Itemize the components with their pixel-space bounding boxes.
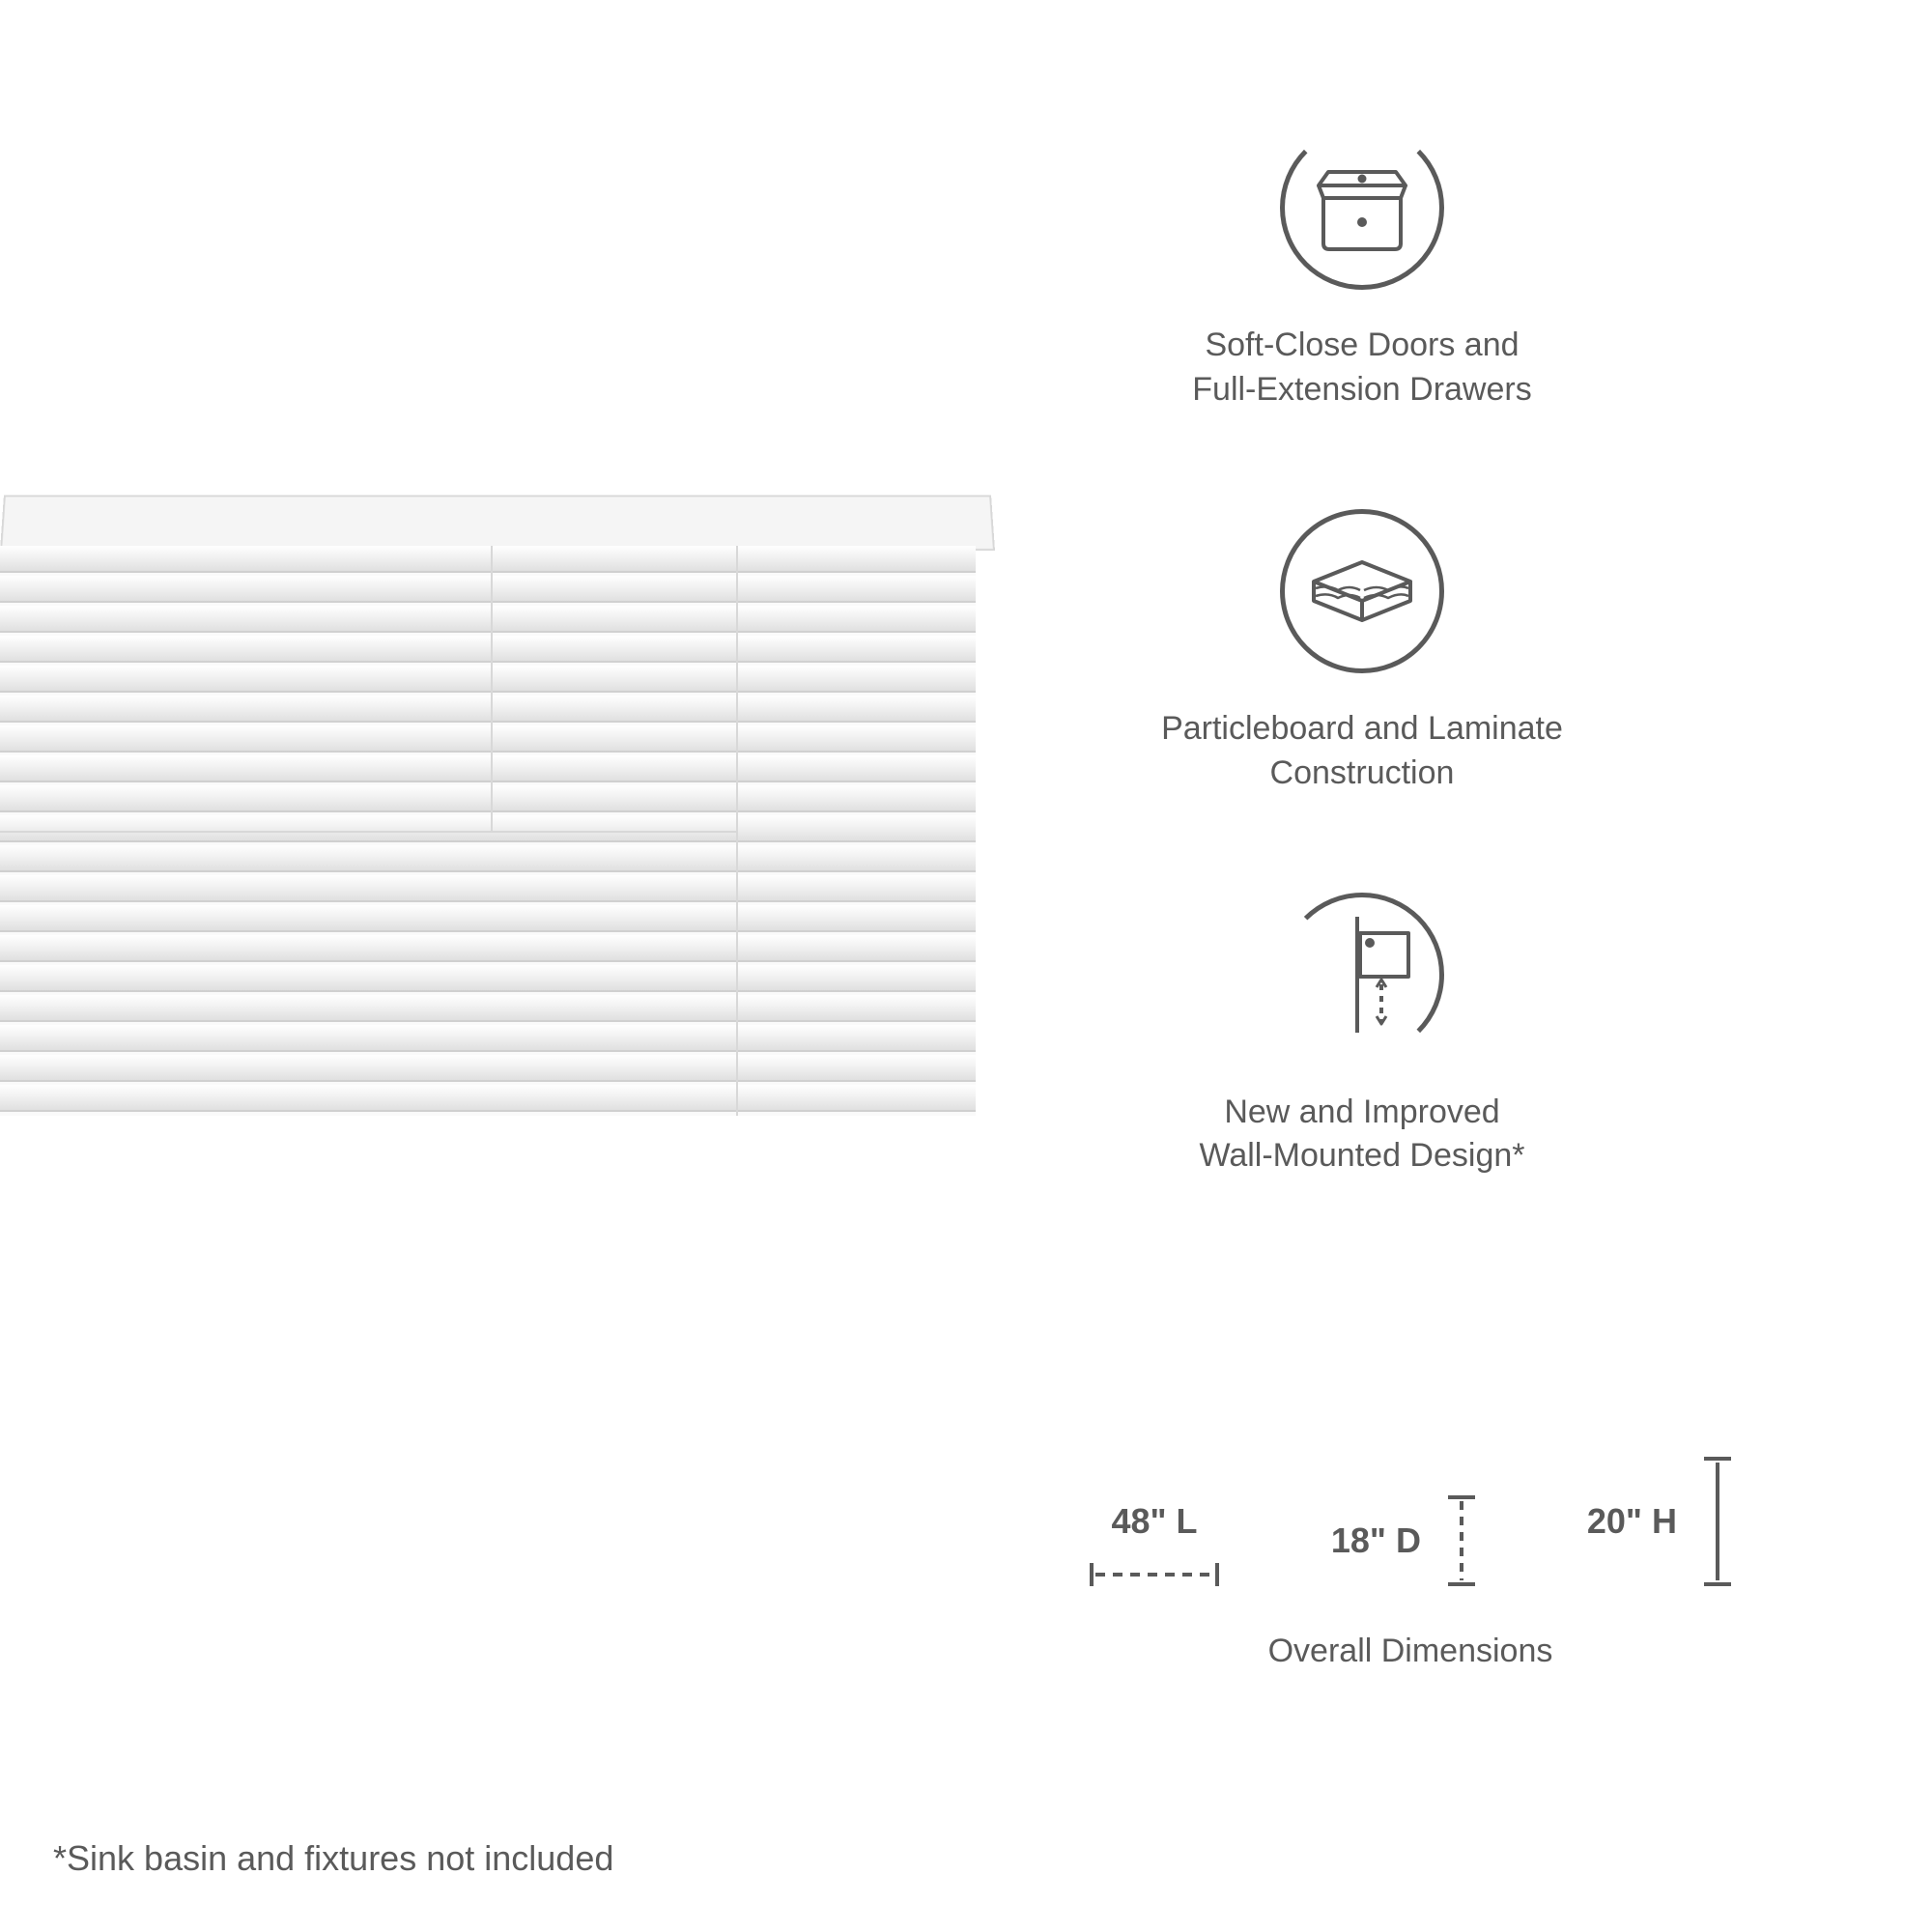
vanity-top: [0, 495, 995, 551]
vanity-slat: [0, 725, 976, 753]
material-icon: [1280, 509, 1444, 673]
vanity-slat: [0, 995, 976, 1022]
vanity-slat: [0, 785, 976, 812]
dimension-value: 20" H: [1587, 1501, 1677, 1542]
feature-text-line: Particleboard and Laminate: [1161, 710, 1563, 747]
vanity-slat: [0, 1055, 976, 1082]
dimensions-caption: Overall Dimensions: [1082, 1633, 1739, 1670]
dimension-height: 20" H: [1587, 1449, 1739, 1594]
feature-label: Particleboard and Laminate Construction: [1161, 707, 1563, 796]
vanity-divider: [0, 831, 736, 833]
dimension-value: 18" D: [1331, 1520, 1421, 1561]
vanity-slat: [0, 905, 976, 932]
feature-item: Soft-Close Doors and Full-Extension Draw…: [1092, 126, 1633, 412]
feature-list: Soft-Close Doors and Full-Extension Draw…: [1092, 126, 1633, 1275]
vanity-slat: [0, 546, 976, 573]
dimensions-row: 48" L 18" D 20" H: [1082, 1449, 1739, 1594]
vanity-slat: [0, 875, 976, 902]
vanity-slat: [0, 1085, 976, 1112]
product-image: [0, 493, 995, 1121]
vanity-divider: [736, 546, 738, 1116]
vanity-slat: [0, 755, 976, 782]
height-indicator-icon: [1696, 1449, 1739, 1594]
feature-text-line: Wall-Mounted Design*: [1200, 1137, 1525, 1174]
feature-text-line: Construction: [1270, 754, 1455, 791]
feature-label: New and Improved Wall-Mounted Design*: [1200, 1091, 1525, 1179]
vanity-divider: [491, 546, 493, 831]
vanity-slat: [0, 576, 976, 603]
feature-item: Particleboard and Laminate Construction: [1092, 509, 1633, 796]
vanity-slat: [0, 696, 976, 723]
length-indicator-icon: [1082, 1555, 1227, 1594]
dimension-value: 48" L: [1111, 1501, 1197, 1542]
depth-indicator-icon: [1440, 1488, 1483, 1594]
wallmount-icon: [1280, 893, 1444, 1057]
vanity-slat: [0, 815, 976, 842]
feature-text-line: New and Improved: [1224, 1094, 1499, 1130]
vanity-slat: [0, 965, 976, 992]
feature-item: New and Improved Wall-Mounted Design*: [1092, 893, 1633, 1179]
footnote: *Sink basin and fixtures not included: [53, 1838, 613, 1879]
drawer-icon: [1280, 126, 1444, 290]
vanity-slat: [0, 606, 976, 633]
feature-text-line: Full-Extension Drawers: [1192, 371, 1531, 408]
vanity-slat: [0, 935, 976, 962]
dimension-length: 48" L: [1082, 1501, 1227, 1594]
dimension-depth: 18" D: [1331, 1488, 1483, 1594]
vanity-slat: [0, 666, 976, 693]
vanity-slat: [0, 1025, 976, 1052]
vanity-slat: [0, 845, 976, 872]
vanity-slat: [0, 636, 976, 663]
feature-text-line: Soft-Close Doors and: [1205, 327, 1519, 363]
feature-label: Soft-Close Doors and Full-Extension Draw…: [1192, 324, 1531, 412]
